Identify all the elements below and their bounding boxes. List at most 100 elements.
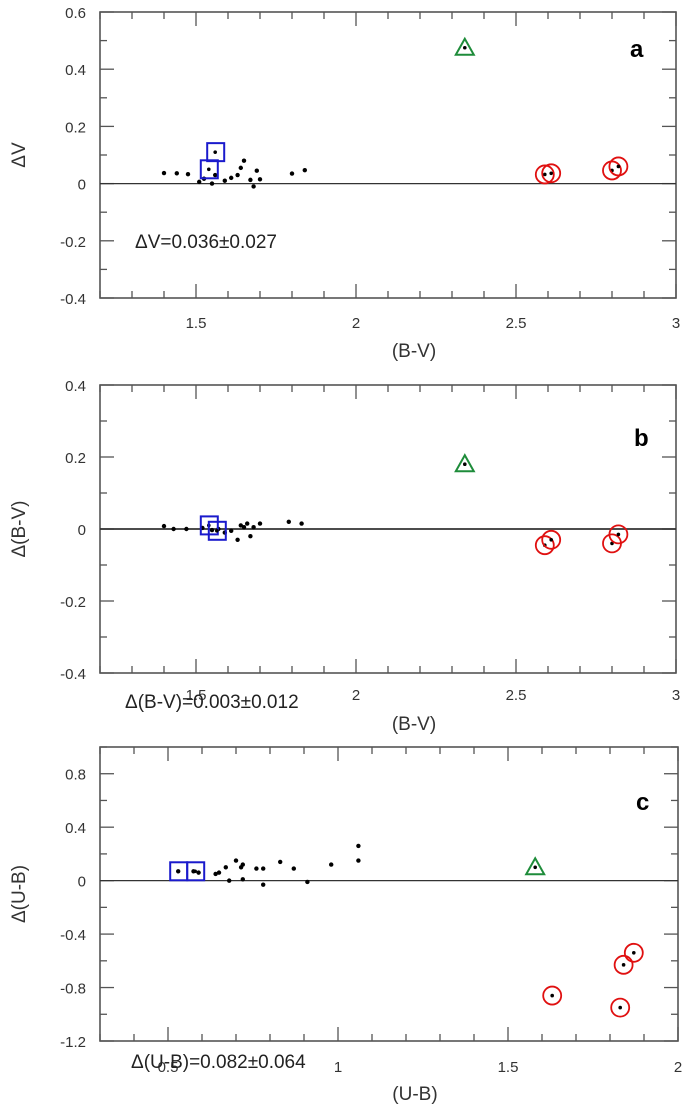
- data-point: [209, 181, 215, 186]
- data-point: [302, 167, 307, 173]
- data-point: [207, 167, 211, 172]
- data-point: [197, 179, 202, 185]
- circle-marker: [541, 529, 562, 550]
- data-point: [621, 963, 626, 967]
- x-tick-label: 1.5: [186, 315, 207, 332]
- circle-marker: [542, 985, 563, 1006]
- data-point: [241, 525, 247, 530]
- circle-marker: [613, 954, 634, 975]
- data-point: [213, 871, 218, 877]
- y-tick-label: 0.2: [65, 119, 86, 136]
- circle-marker: [623, 942, 644, 963]
- x-tick-label: 2.5: [506, 315, 527, 332]
- x-tick-label: 2: [674, 1059, 682, 1076]
- data-point: [463, 45, 467, 50]
- data-point: [240, 877, 245, 882]
- triangle-marker: [454, 453, 476, 473]
- x-tick-label: 1.5: [498, 1059, 519, 1076]
- data-point: [233, 858, 239, 863]
- data-point: [238, 165, 243, 171]
- data-point: [238, 523, 243, 528]
- data-point: [616, 164, 621, 169]
- triangle-marker: [454, 36, 476, 56]
- data-point: [176, 869, 180, 874]
- panel-a: 1.5 2 2.5 3 -0.4 -0.2 0 0.2 0.4 0.6 (B-V) ΔV a ΔV=0.0…: [9, 5, 680, 362]
- data-point: [251, 184, 256, 189]
- plot-frame: [99, 11, 677, 299]
- data-point: [240, 862, 245, 867]
- y-tick-label: -0.2: [60, 234, 86, 251]
- data-point: [286, 519, 291, 524]
- y-tick-label: -0.8: [60, 981, 86, 998]
- square-marker: [186, 861, 206, 882]
- circle-marker: [534, 535, 555, 556]
- data-point: [289, 171, 295, 176]
- x-tick-label: 3: [672, 315, 680, 332]
- data-point: [161, 170, 167, 176]
- y-tick-label: 0.4: [65, 62, 86, 79]
- y-tick-label: 0.8: [65, 767, 86, 784]
- x-tick-label: 2.5: [506, 687, 527, 704]
- y-tick-label: -0.2: [60, 594, 86, 611]
- data-point: [257, 177, 263, 182]
- data-point: [549, 171, 553, 176]
- y-tick-label: 0.4: [65, 378, 86, 395]
- data-point: [291, 866, 296, 871]
- data-point: [223, 865, 228, 870]
- y-tick-label: -1.2: [60, 1034, 86, 1051]
- data-point: [251, 525, 256, 530]
- data-point: [254, 168, 259, 173]
- x-tick-label: 1.5: [186, 687, 207, 704]
- panel-label: b: [634, 425, 649, 452]
- y-tick-label: 0: [78, 177, 86, 194]
- x-tick-label: 2: [352, 315, 360, 332]
- data-point: [257, 521, 263, 526]
- data-point: [261, 866, 266, 871]
- data-point: [229, 175, 234, 181]
- data-point: [549, 538, 553, 542]
- data-point: [174, 171, 179, 176]
- circle-marker: [541, 163, 562, 184]
- data-point: [193, 869, 197, 874]
- data-point: [209, 527, 215, 533]
- panel-b: 1.5 2 2.5 3 -0.4 -0.2 0 0.2 0.4 (B-V) Δ(B-V) b Δ(B-V…: [9, 378, 680, 735]
- x-axis-label: (B-V): [392, 341, 436, 362]
- square-marker: [206, 142, 226, 163]
- data-point: [213, 172, 218, 178]
- x-tick-label: 1: [334, 1059, 342, 1076]
- data-point: [213, 150, 217, 154]
- y-tick-label: 0.6: [65, 5, 86, 22]
- data-point: [248, 534, 253, 539]
- data-point: [356, 843, 361, 849]
- data-point: [241, 158, 247, 163]
- data-point: [248, 177, 253, 183]
- plot-frame: [99, 746, 679, 1042]
- panel-c: 0.5 1 1.5 2 -1.2 -0.8 -0.4 0 0.4 0.8 (U-B) Δ(U-B) c Δ…: [9, 746, 682, 1105]
- data-point: [215, 529, 219, 533]
- circle-marker: [608, 524, 629, 545]
- stats-annotation: Δ(B-V)=0.003±0.012: [125, 692, 299, 713]
- data-point: [329, 862, 334, 867]
- data-point: [463, 462, 467, 467]
- data-point: [235, 537, 240, 542]
- y-tick-label: 0: [78, 874, 86, 891]
- data-point: [245, 521, 250, 526]
- data-point: [261, 882, 266, 887]
- data-point: [299, 521, 304, 526]
- circle-marker: [534, 164, 555, 185]
- triangle-marker: [524, 856, 546, 876]
- square-marker: [207, 520, 227, 541]
- data-point: [533, 865, 537, 870]
- circle-marker: [610, 997, 631, 1018]
- data-point: [227, 878, 232, 883]
- data-point: [632, 951, 636, 955]
- y-tick-label: 0.4: [65, 820, 86, 837]
- y-tick-label: -0.4: [60, 927, 86, 944]
- y-tick-label: -0.4: [60, 291, 86, 308]
- circle-marker: [608, 156, 629, 177]
- data-point: [618, 1005, 622, 1010]
- y-tick-label: -0.4: [60, 666, 86, 683]
- x-tick-label: 3: [672, 687, 680, 704]
